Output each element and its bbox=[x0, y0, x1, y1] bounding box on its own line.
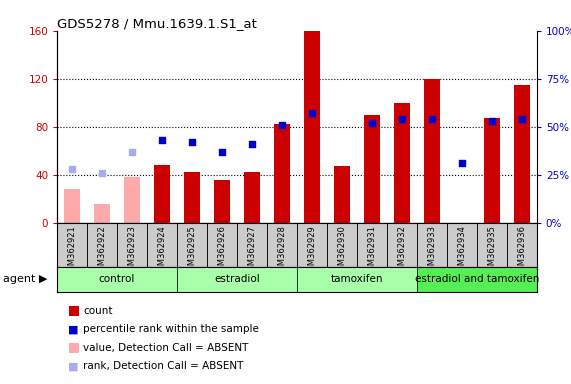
Text: estradiol: estradiol bbox=[214, 274, 260, 285]
Text: count: count bbox=[83, 306, 113, 316]
Text: GDS5278 / Mmu.1639.1.S1_at: GDS5278 / Mmu.1639.1.S1_at bbox=[57, 17, 257, 30]
Text: GSM362922: GSM362922 bbox=[98, 225, 107, 276]
Text: rank, Detection Call = ABSENT: rank, Detection Call = ABSENT bbox=[83, 361, 244, 371]
Point bbox=[98, 170, 107, 176]
Bar bbox=[184, 172, 200, 223]
Text: GSM362929: GSM362929 bbox=[307, 225, 316, 276]
Point bbox=[427, 116, 436, 122]
Text: value, Detection Call = ABSENT: value, Detection Call = ABSENT bbox=[83, 343, 249, 353]
Bar bbox=[94, 204, 110, 223]
Bar bbox=[64, 189, 81, 223]
Bar bbox=[333, 166, 350, 223]
Text: GSM362923: GSM362923 bbox=[127, 225, 136, 276]
Bar bbox=[484, 118, 500, 223]
Bar bbox=[364, 115, 380, 223]
Point bbox=[517, 116, 526, 122]
Bar bbox=[297, 267, 417, 292]
Point bbox=[247, 141, 256, 147]
Text: percentile rank within the sample: percentile rank within the sample bbox=[83, 324, 259, 334]
Point bbox=[67, 166, 77, 172]
Bar bbox=[513, 85, 530, 223]
Text: ■: ■ bbox=[69, 324, 79, 334]
Text: estradiol and tamoxifen: estradiol and tamoxifen bbox=[415, 274, 539, 285]
Text: control: control bbox=[99, 274, 135, 285]
Text: GSM362934: GSM362934 bbox=[457, 225, 467, 276]
Bar bbox=[124, 177, 140, 223]
Text: GSM362926: GSM362926 bbox=[218, 225, 227, 276]
Point bbox=[158, 137, 167, 143]
Point bbox=[127, 149, 136, 155]
Text: GSM362924: GSM362924 bbox=[158, 225, 167, 276]
Text: GSM362930: GSM362930 bbox=[337, 225, 347, 276]
Text: GSM362927: GSM362927 bbox=[247, 225, 256, 276]
Point bbox=[487, 118, 496, 124]
Bar bbox=[57, 267, 177, 292]
Point bbox=[187, 139, 196, 145]
Bar bbox=[154, 165, 170, 223]
Point bbox=[457, 160, 467, 166]
Text: GSM362933: GSM362933 bbox=[427, 225, 436, 276]
Point bbox=[367, 120, 376, 126]
Text: ■: ■ bbox=[69, 361, 79, 371]
Text: agent ▶: agent ▶ bbox=[3, 274, 47, 285]
Bar bbox=[393, 103, 410, 223]
Bar bbox=[274, 124, 290, 223]
Point bbox=[397, 116, 407, 122]
Bar bbox=[214, 180, 230, 223]
Text: GSM362928: GSM362928 bbox=[278, 225, 287, 276]
Bar bbox=[177, 267, 297, 292]
Point bbox=[218, 149, 227, 155]
Bar bbox=[417, 267, 537, 292]
Text: tamoxifen: tamoxifen bbox=[331, 274, 383, 285]
Text: GSM362932: GSM362932 bbox=[397, 225, 407, 276]
Text: GSM362921: GSM362921 bbox=[67, 225, 77, 276]
Text: GSM362931: GSM362931 bbox=[367, 225, 376, 276]
Text: GSM362936: GSM362936 bbox=[517, 225, 526, 276]
Bar bbox=[424, 79, 440, 223]
Bar bbox=[304, 31, 320, 223]
Bar bbox=[244, 172, 260, 223]
Text: GSM362935: GSM362935 bbox=[487, 225, 496, 276]
Text: GSM362925: GSM362925 bbox=[187, 225, 196, 276]
Point bbox=[307, 110, 316, 116]
Point bbox=[278, 122, 287, 128]
